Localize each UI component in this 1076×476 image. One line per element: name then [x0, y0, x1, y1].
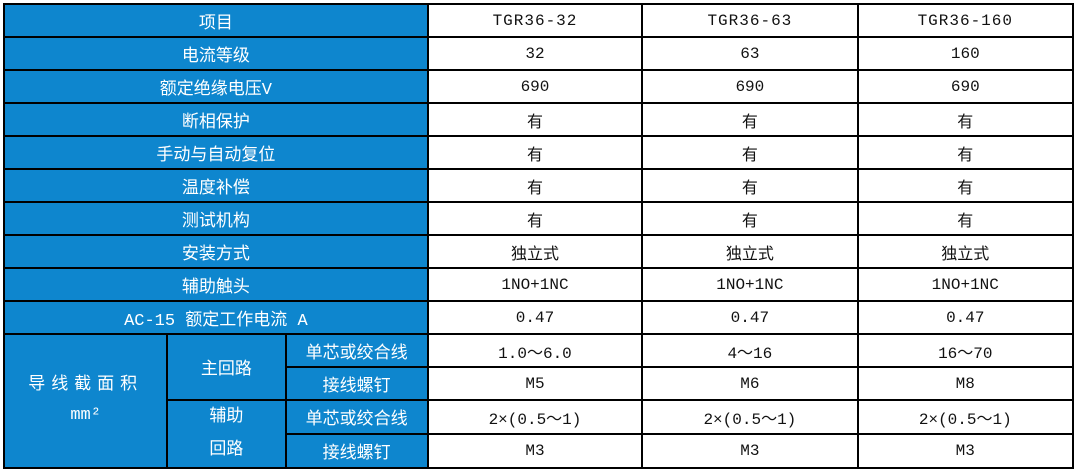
cell-value: 690 [856, 69, 1075, 104]
table-row: 温度补偿 有 有 有 [3, 168, 1075, 203]
aux-circuit-label: 辅助 回路 [166, 399, 287, 469]
table-row: 测试机构 有 有 有 [3, 201, 1075, 236]
cell-value: 独立式 [641, 234, 859, 269]
cell-value: 1NO+1NC [856, 267, 1075, 302]
row-label: 电流等级 [3, 36, 429, 71]
cell-value: 0.47 [426, 300, 644, 335]
wire-type-label: 单芯或绞合线 [284, 399, 429, 435]
cell-value: 1NO+1NC [426, 267, 644, 302]
wire-type-label: 接线螺钉 [284, 433, 429, 469]
row-label: 安装方式 [3, 234, 429, 269]
cell-value: 有 [426, 168, 644, 203]
cell-value: 有 [426, 102, 644, 137]
table-row: 安装方式 独立式 独立式 独立式 [3, 234, 1075, 269]
cell-value: 2×(0.5～1) [426, 399, 644, 435]
cell-value: M3 [426, 433, 644, 469]
table-row-wire: 接线螺钉 M3 M3 M3 [4, 433, 1075, 469]
cell-value: 16～70 [856, 333, 1075, 368]
cell-value: M8 [856, 366, 1075, 401]
cell-value: 有 [641, 201, 859, 236]
cell-value: 160 [856, 36, 1075, 71]
cell-value: M3 [641, 433, 859, 469]
cell-value: 2×(0.5～1) [856, 399, 1075, 435]
column-header-model-1: TGR36-32 [426, 3, 644, 38]
cell-value: 有 [641, 102, 859, 137]
cell-value: 63 [641, 36, 859, 71]
wire-type-label: 单芯或绞合线 [284, 333, 429, 368]
table-row: 额定绝缘电压V 690 690 690 [3, 69, 1075, 104]
row-label: 温度补偿 [3, 168, 429, 203]
cell-value: M6 [641, 366, 859, 401]
cell-value: 4～16 [641, 333, 859, 368]
table-row: AC-15 额定工作电流 A 0.47 0.47 0.47 [3, 300, 1075, 335]
main-circuit-label: 主回路 [166, 333, 287, 401]
row-label: AC-15 额定工作电流 A [3, 300, 429, 335]
wire-section-group-label: 导线截面积 mm² [2, 333, 169, 469]
cell-value: 32 [426, 36, 644, 71]
cell-value: 690 [641, 69, 859, 104]
row-label-item: 项目 [3, 3, 429, 38]
cell-value: 有 [856, 201, 1075, 236]
cell-value: 有 [426, 135, 644, 170]
cell-value: 0.47 [641, 300, 859, 335]
cell-value: 有 [856, 102, 1075, 137]
wire-type-label: 接线螺钉 [284, 366, 429, 401]
cell-value: 有 [856, 135, 1075, 170]
cell-value: 有 [641, 135, 859, 170]
column-header-model-3: TGR36-160 [856, 3, 1075, 38]
row-label: 测试机构 [3, 201, 429, 236]
table-row: 电流等级 32 63 160 [3, 36, 1075, 71]
cell-value: 有 [856, 168, 1075, 203]
table-row-wire: 导线截面积 mm² 主回路 单芯或绞合线 1.0～6.0 4～16 16～70 [2, 333, 1075, 469]
row-label: 额定绝缘电压V [3, 69, 429, 104]
cell-value: 0.47 [856, 300, 1075, 335]
wire-section-title: 导线截面积 [28, 376, 144, 395]
table-row: 手动与自动复位 有 有 有 [3, 135, 1075, 170]
table-row-header: 项目 TGR36-32 TGR36-63 TGR36-160 [3, 3, 1075, 38]
cell-value: 1NO+1NC [641, 267, 859, 302]
cell-value: M5 [426, 366, 644, 401]
wire-section-unit: mm² [70, 406, 101, 425]
cell-value: M3 [856, 433, 1075, 469]
row-label: 断相保护 [3, 102, 429, 137]
row-label: 手动与自动复位 [3, 135, 429, 170]
cell-value: 1.0～6.0 [426, 333, 644, 368]
table-row-wire: 接线螺钉 M5 M6 M8 [4, 366, 1075, 401]
column-header-model-2: TGR36-63 [641, 3, 859, 38]
cell-value: 独立式 [426, 234, 644, 269]
table-row-wire: 辅助 回路 单芯或绞合线 2×(0.5～1) 2×(0.5～1) 2×(0.5～… [4, 399, 1075, 469]
cell-value: 有 [426, 201, 644, 236]
spec-table: 项目 TGR36-32 TGR36-63 TGR36-160 电流等级 32 6… [2, 3, 1075, 469]
table-row: 断相保护 有 有 有 [3, 102, 1075, 137]
row-label: 辅助触头 [3, 267, 429, 302]
cell-value: 690 [426, 69, 644, 104]
cell-value: 有 [641, 168, 859, 203]
cell-value: 独立式 [856, 234, 1075, 269]
table-row: 辅助触头 1NO+1NC 1NO+1NC 1NO+1NC [3, 267, 1075, 302]
cell-value: 2×(0.5～1) [641, 399, 859, 435]
